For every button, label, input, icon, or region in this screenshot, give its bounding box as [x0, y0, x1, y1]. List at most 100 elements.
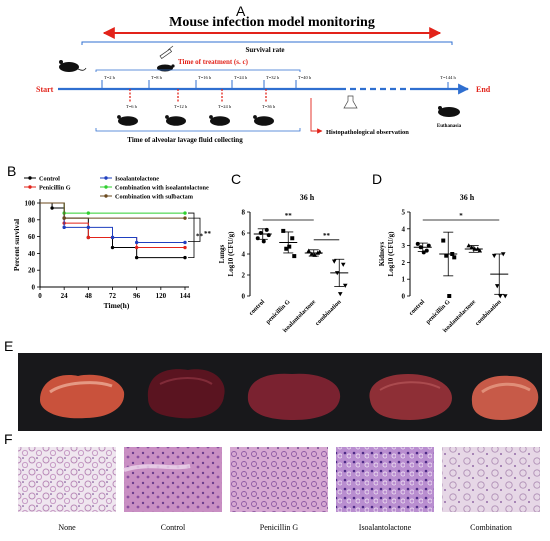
d-data-point [477, 248, 483, 253]
b-data-point [134, 240, 139, 245]
lung-photo-none [40, 374, 125, 419]
c-data-point [306, 248, 312, 253]
c-data-point [287, 244, 292, 249]
c-y-label: Log10 (CFU/g) [227, 231, 235, 277]
c-title: 36 h [300, 193, 315, 202]
d-data-point [469, 244, 475, 250]
treatment-time-label: T=24 h [234, 75, 248, 80]
b-y-tick-label: 60 [28, 233, 36, 241]
d-category-label: combination [474, 298, 503, 327]
b-data-point [183, 240, 187, 245]
mouse-icon-lavage [209, 115, 230, 126]
histology-control [124, 447, 222, 512]
survival-label: Survival rate [245, 46, 284, 54]
d-y-label: Log10 (CFU/g) [387, 231, 395, 277]
d-data-point [497, 294, 503, 299]
histo-label: Histopathological observation [326, 129, 409, 136]
c-data-point [284, 246, 289, 251]
b-y-tick-label: 40 [28, 250, 36, 258]
c-data-point [261, 239, 266, 244]
legend-marker [104, 176, 108, 180]
b-data-point [62, 216, 66, 220]
legend-marker [28, 185, 32, 189]
b-data-point [183, 255, 187, 260]
histo-arrow [310, 98, 323, 134]
b-data-point [183, 216, 187, 220]
b-data-point [134, 245, 139, 250]
d-data-point [450, 252, 455, 256]
treatment-time-label: T=2 h [104, 75, 116, 80]
panel-c: C 36 h 0 2 4 6 8 Lungs Log10 (CFU/g) controlpeni… [218, 171, 349, 334]
treatment-time-label: T=32 h [266, 75, 280, 80]
b-x-tick-label: 0 [38, 292, 42, 300]
b-y-label: Percent survival [12, 219, 21, 271]
d-y-tick-label: 0 [402, 293, 406, 301]
b-data-point [134, 255, 139, 260]
b-data-point [86, 225, 91, 230]
c-data-point [266, 233, 271, 238]
panel-d-letter: D [372, 171, 382, 187]
c-data-point [340, 262, 346, 267]
b-x-tick-label: 120 [156, 292, 167, 300]
b-x-tick-label: 144 [180, 292, 191, 300]
histology-label: Control [161, 523, 186, 532]
panel-e-letter: E [4, 338, 13, 354]
b-sig-label: ** [204, 230, 212, 238]
legend-label: Control [39, 175, 60, 182]
d-data-point [447, 294, 452, 298]
mouse-icon-lavage [165, 115, 186, 126]
histology-isoalantolactone [336, 447, 434, 512]
d-data-point [444, 253, 449, 258]
lavage-time-label: T=6 h [126, 104, 138, 109]
syringe-icon [159, 45, 174, 59]
c-sig-label: ** [285, 212, 293, 220]
start-label: Start [36, 85, 54, 94]
panel-b-letter: B [7, 163, 16, 179]
legend-label: Combination with isoalantolactone [115, 184, 209, 191]
panel-b: B Control Penicillin G Isoalantolactone Com… [7, 163, 212, 310]
panel-f-letter: F [4, 431, 13, 447]
treatment-bracket [95, 69, 301, 72]
b-sig-bracket [188, 212, 195, 258]
lung-photo-penicillin [247, 373, 341, 420]
lavage-bracket [95, 128, 301, 132]
c-y-tick-label: 0 [242, 293, 246, 301]
b-data-point [183, 211, 187, 215]
c-data-point [317, 249, 323, 254]
c-data-point [258, 231, 263, 235]
c-data-point [331, 259, 337, 264]
end-label: End [476, 85, 491, 94]
lung-photo-combination [471, 375, 539, 420]
treatment-label: Time of treatment (s. c) [178, 58, 249, 66]
legend-marker [104, 194, 108, 198]
c-y-tick-label: 8 [242, 209, 246, 217]
b-sig-bracket [188, 217, 201, 242]
d-data-point [472, 246, 478, 251]
d-data-point [500, 252, 506, 257]
b-y-tick-label: 0 [32, 284, 36, 292]
treatment-time-label: T=8 h [151, 75, 163, 80]
euthanasia-label: Euthanasia [437, 124, 462, 129]
d-data-point [502, 294, 508, 299]
d-category-label: penicillin G [425, 298, 452, 325]
d-data-point [421, 250, 426, 255]
panel-d: D 36 h 0 1 2 3 4 5 Kidneys Log10 (CFU/g) controlp… [372, 171, 509, 334]
d-data-point [452, 255, 457, 260]
d-category-label: control [408, 298, 427, 317]
lavage-time-label: T=12 h [174, 104, 188, 109]
legend-label: Combination with sulbactam [115, 193, 194, 200]
panel-a-letter: A [236, 3, 246, 19]
mouse-icon-start [59, 60, 87, 72]
c-category-label: control [248, 298, 267, 317]
c-data-point [255, 236, 260, 241]
c-category-label: penicillin G [265, 298, 292, 325]
c-data-point [292, 254, 297, 259]
d-data-point [494, 284, 500, 289]
b-x-tick-label: 96 [133, 292, 141, 300]
d-y-tick-label: 1 [402, 276, 406, 284]
lavage-label: Time of alveolar lavage fluid collecting [127, 136, 243, 144]
lavage-time-label: T=36 h [262, 104, 276, 109]
b-data-point [110, 245, 115, 250]
c-data-point [309, 251, 315, 256]
panel-f: F None Control Penicillin G Isoalantolac… [4, 431, 540, 532]
